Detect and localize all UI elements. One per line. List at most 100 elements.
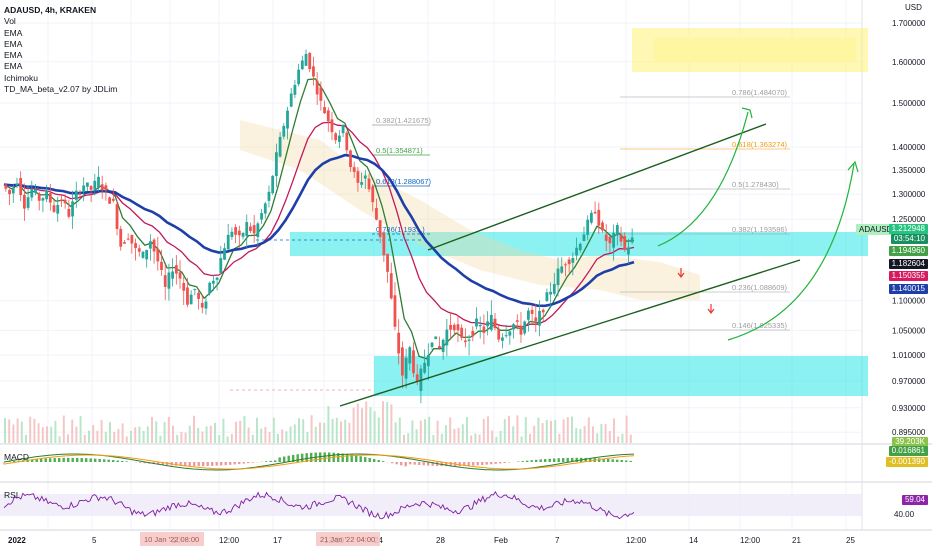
legend-item-ichimoku[interactable]: Ichimoku — [4, 72, 39, 83]
candle-body — [608, 236, 612, 244]
candle-body — [337, 135, 341, 142]
macd-hist-bar — [481, 462, 484, 465]
candle-body — [475, 318, 478, 327]
macd-hist-bar — [526, 460, 529, 462]
volume-bar — [592, 426, 594, 443]
macd-hist-bar — [283, 456, 286, 462]
volume-bar — [503, 419, 506, 443]
candle-body — [489, 314, 493, 330]
macd-hist-bar — [395, 462, 398, 465]
candle-body — [37, 193, 41, 201]
macd-hist-bar — [193, 462, 196, 467]
volume-bar — [37, 423, 40, 443]
candle-body — [82, 185, 86, 193]
macd-hist-bar — [265, 461, 268, 462]
macd-hist-bar — [53, 458, 56, 462]
macd-hist-bar — [445, 462, 448, 467]
candle-body — [438, 346, 441, 349]
volume-bar — [142, 430, 145, 443]
volume-bar — [562, 419, 565, 443]
candle-body — [304, 53, 308, 66]
macd-hist-bar — [175, 462, 178, 466]
macd-hist-bar — [494, 462, 497, 464]
macd-hist-bar — [616, 459, 619, 462]
volume-bar — [33, 418, 36, 443]
candle-body — [430, 342, 434, 347]
volume-bar — [386, 402, 389, 443]
volume-bar — [533, 425, 536, 443]
candle-body — [367, 178, 371, 190]
legend-item-ema[interactable]: EMA — [4, 61, 23, 72]
legend-item-ema[interactable]: EMA — [4, 27, 23, 38]
candle-body — [619, 234, 623, 242]
candle-body — [363, 175, 367, 179]
volume-bar — [491, 430, 494, 443]
volume-bar — [281, 429, 284, 443]
highlight-zones — [240, 28, 868, 396]
legend-item-ema[interactable]: EMA — [4, 50, 23, 61]
volume-bar — [596, 433, 599, 443]
macd-hist-bar — [557, 458, 560, 462]
candle-body — [504, 335, 508, 337]
volume-bar — [256, 417, 258, 443]
macd-hist-bar — [220, 462, 223, 466]
channel-upper — [427, 123, 767, 251]
candle-body — [267, 191, 271, 201]
volume-bar — [58, 436, 61, 443]
volume-bar — [550, 420, 552, 443]
volume-bar — [579, 428, 582, 443]
candle-body — [48, 193, 52, 203]
candle-body — [4, 184, 8, 189]
volume-bar — [516, 415, 519, 443]
legend-item-ema[interactable]: EMA — [4, 38, 23, 49]
candle-body — [249, 226, 252, 232]
candle-body — [312, 66, 315, 77]
candle-body — [22, 194, 26, 209]
candle-body — [382, 232, 386, 256]
candle-body — [330, 119, 334, 133]
volume-bar — [209, 425, 212, 443]
volume-bar — [121, 423, 124, 443]
macd-hist-bar — [548, 458, 551, 462]
fib-label: 0.5(1.278430) — [732, 180, 779, 189]
candle-body — [141, 251, 145, 258]
candle-body — [512, 324, 515, 330]
volume-bar — [608, 431, 611, 443]
candle-body — [134, 243, 137, 249]
chart-legend: ADAUSD, 4h, KRAKEN Vol EMA EMA EMA EMA I… — [4, 5, 117, 95]
macd-hist-bar — [233, 462, 236, 465]
candle-body — [334, 133, 338, 141]
macd-hist-bar — [521, 461, 524, 462]
volume-bar — [520, 436, 523, 443]
volume-bar — [12, 424, 15, 443]
price-axis-label: 1.010000 — [892, 351, 926, 360]
candle-body — [137, 248, 141, 252]
candle-body — [145, 249, 149, 260]
support-zone — [374, 356, 868, 396]
macd-hist-bar — [121, 460, 124, 462]
volume-bar — [201, 431, 204, 443]
macd-hist-bar — [431, 462, 434, 466]
legend-item-td-ma[interactable]: TD_MA_beta_v2.07 by JDLim — [4, 84, 118, 95]
macd-hist-bar — [364, 457, 367, 462]
candle-body — [612, 232, 616, 248]
volume-bar — [268, 432, 271, 443]
volume-bar — [88, 430, 90, 443]
price-tag-ema: 1.182604 — [888, 259, 928, 269]
candle-body — [482, 326, 486, 333]
signal-line — [3, 454, 635, 470]
time-axis-label: 25 — [846, 536, 855, 545]
price-axis-label: 1.050000 — [892, 326, 926, 335]
axes: 1.700000 1.600000 1.500000 1.400000 1.350000… — [8, 19, 926, 546]
candle-body — [323, 107, 326, 114]
candle-body — [349, 150, 352, 168]
price-axis-label: 1.400000 — [892, 143, 926, 152]
macd-hist-bar — [67, 457, 70, 462]
volume-bar — [298, 418, 300, 443]
candle-body — [189, 294, 193, 305]
volume-bar — [50, 426, 53, 443]
volume-bar — [293, 424, 296, 443]
legend-item-vol[interactable]: Vol — [4, 16, 16, 27]
candle-body — [560, 266, 564, 273]
